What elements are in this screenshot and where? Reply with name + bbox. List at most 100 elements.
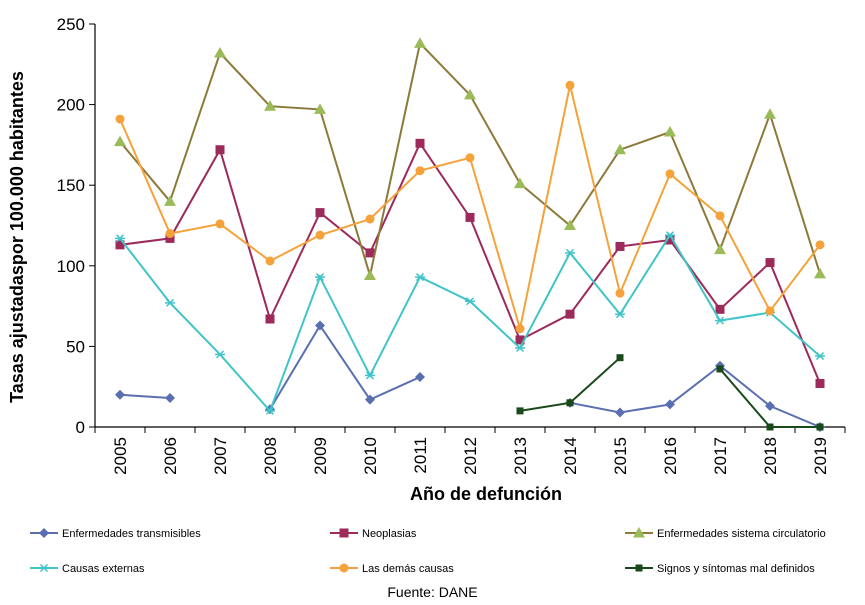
data-point bbox=[616, 354, 624, 362]
data-point bbox=[716, 365, 724, 373]
x-tick-label: 2013 bbox=[511, 437, 530, 475]
data-point bbox=[165, 229, 175, 239]
x-tick-label: 2005 bbox=[111, 437, 130, 475]
data-point bbox=[565, 80, 575, 90]
data-point bbox=[815, 240, 825, 250]
data-point bbox=[516, 407, 524, 415]
legend-item: Las demás causas bbox=[330, 563, 454, 575]
x-tick-label: 2007 bbox=[211, 437, 230, 475]
data-point bbox=[765, 306, 775, 316]
x-tick-label: 2019 bbox=[811, 437, 830, 475]
x-tick-label: 2009 bbox=[311, 437, 330, 475]
data-point bbox=[315, 230, 325, 240]
data-point bbox=[635, 564, 643, 572]
x-tick-label: 2010 bbox=[361, 437, 380, 475]
data-point bbox=[365, 394, 375, 405]
y-axis-label: Tasas ajustadaspor 100.000 habitantes bbox=[7, 71, 27, 403]
data-point bbox=[215, 145, 225, 155]
data-point bbox=[315, 273, 325, 282]
y-tick-label: 50 bbox=[66, 337, 85, 356]
chart-legend: Enfermedades transmisibles Neoplasias Enfe… bbox=[30, 527, 826, 575]
data-point bbox=[365, 248, 375, 258]
legend-item: Enfermedades transmisibles bbox=[30, 528, 201, 540]
data-point bbox=[465, 212, 475, 222]
data-point bbox=[565, 248, 575, 257]
data-point bbox=[515, 324, 525, 334]
x-tick-label: 2017 bbox=[711, 437, 730, 475]
data-point bbox=[115, 240, 125, 250]
series-line bbox=[119, 233, 821, 413]
legend-item: Causas externas bbox=[30, 563, 145, 575]
data-point bbox=[715, 316, 725, 325]
data-point bbox=[339, 563, 349, 573]
data-point bbox=[715, 304, 725, 314]
data-point bbox=[365, 214, 375, 224]
data-point bbox=[215, 219, 225, 229]
x-tick-label: 2011 bbox=[411, 437, 430, 474]
legend-item: Enfermedades sistema circulatorio bbox=[625, 527, 826, 540]
x-tick-label: 2006 bbox=[161, 437, 180, 475]
data-point bbox=[665, 169, 675, 179]
data-point bbox=[766, 423, 774, 431]
series-line bbox=[269, 323, 421, 410]
data-point bbox=[464, 88, 476, 100]
legend-item: Neoplasias bbox=[330, 528, 417, 540]
x-tick-label: 2015 bbox=[611, 437, 630, 475]
data-point bbox=[764, 108, 776, 119]
data-point bbox=[566, 399, 574, 407]
data-point bbox=[115, 114, 125, 124]
data-point bbox=[214, 47, 226, 58]
x-tick-label: 2014 bbox=[561, 437, 580, 475]
data-point bbox=[615, 241, 625, 251]
data-point bbox=[465, 153, 475, 163]
data-point bbox=[315, 320, 325, 331]
x-tick-label: 2018 bbox=[761, 437, 780, 475]
data-point bbox=[816, 423, 824, 431]
legend-label: Las demás causas bbox=[362, 563, 454, 575]
series-4 bbox=[115, 231, 825, 415]
data-point bbox=[115, 234, 125, 243]
legend-item: Signos y síntomas mal definidos bbox=[625, 563, 815, 575]
data-point bbox=[365, 371, 375, 380]
data-point bbox=[515, 335, 525, 345]
x-tick-label: 2008 bbox=[261, 437, 280, 475]
data-point bbox=[415, 372, 425, 383]
legend-label: Enfermedades transmisibles bbox=[62, 528, 201, 540]
data-point bbox=[515, 343, 525, 353]
data-point bbox=[165, 298, 175, 307]
data-point bbox=[615, 407, 625, 418]
series-line bbox=[119, 85, 821, 329]
data-point bbox=[339, 528, 349, 538]
data-point bbox=[665, 235, 675, 245]
data-point bbox=[564, 219, 576, 230]
data-point bbox=[765, 401, 775, 412]
data-point bbox=[164, 195, 176, 206]
series-3 bbox=[114, 37, 826, 280]
data-point bbox=[415, 138, 425, 148]
source-note: Fuente: DANE bbox=[387, 584, 478, 600]
y-tick-label: 0 bbox=[76, 418, 85, 437]
data-point bbox=[315, 208, 325, 218]
data-point bbox=[414, 37, 426, 48]
data-point bbox=[615, 288, 625, 298]
series-2 bbox=[115, 138, 825, 388]
data-point bbox=[39, 528, 49, 538]
y-tick-label: 250 bbox=[57, 15, 85, 34]
data-point bbox=[664, 126, 676, 137]
data-point bbox=[633, 527, 645, 538]
y-tick-label: 150 bbox=[57, 176, 85, 195]
data-point bbox=[415, 166, 425, 176]
data-point bbox=[765, 258, 775, 268]
series-line bbox=[119, 141, 821, 384]
legend-label: Causas externas bbox=[62, 563, 145, 575]
data-point bbox=[665, 399, 675, 410]
y-tick-label: 200 bbox=[57, 96, 85, 115]
data-point bbox=[115, 389, 125, 400]
x-axis-label: Año de defunción bbox=[410, 484, 562, 504]
data-point bbox=[814, 267, 826, 279]
series-line bbox=[119, 393, 171, 399]
data-point bbox=[364, 269, 376, 280]
chart-axes bbox=[94, 24, 845, 428]
chart-ticks: 0 50 100 150 200 250 2005 2006 2007 2008 2009 2010 2… bbox=[57, 15, 846, 475]
